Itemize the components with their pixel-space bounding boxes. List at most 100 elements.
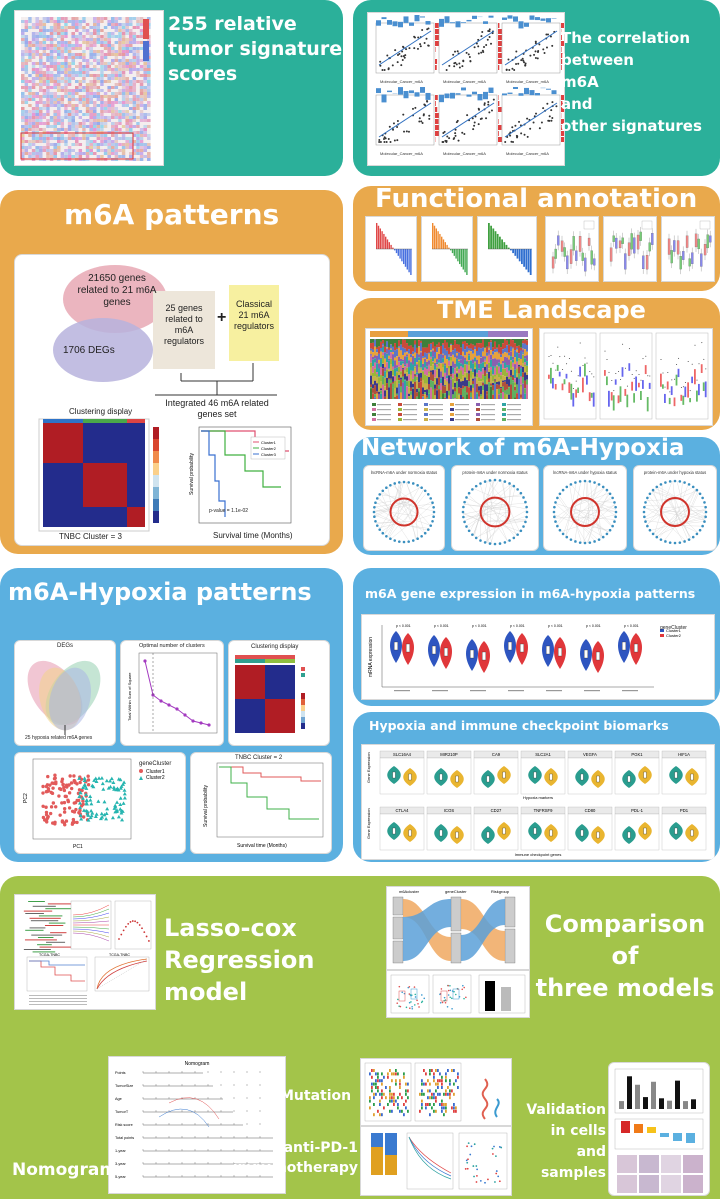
sankey-plot: m6Acluster geneCluster Riskgroup: [386, 886, 530, 970]
m6a-patterns-title: m6A patterns: [64, 198, 280, 231]
nomogram-row-label: Risk score: [115, 1123, 133, 1127]
violin-pvalue: p < 0.001: [434, 624, 449, 628]
validation-title-line2: in cells: [550, 1123, 606, 1139]
nomogram-row-label: Age: [115, 1097, 122, 1101]
m6a-patterns-panel: m6A patterns Cluster1 Cluster2 Cluster3 Sur…: [0, 190, 343, 554]
venn-top-label: 21650 genes related to 21 m6A genes: [77, 273, 157, 308]
survival2-xlabel: Survival time (Months): [237, 843, 287, 849]
lasso-title: Lasso-cox Regression model: [164, 912, 314, 1008]
network-label: lncRNA-m6A under hypoxia status: [553, 470, 617, 475]
network-panel: Network of m6A-Hypoxia lncRNA-m6A under …: [353, 437, 720, 555]
violin-pvalue: p < 0.001: [396, 624, 411, 628]
corr-xlabel: Molecular_Cancer_m6A: [506, 151, 549, 156]
nomogram-row-label: TumorT: [115, 1110, 129, 1114]
optimal-clusters-plot: Total Within Sum of Square Optimal numbe…: [120, 640, 224, 746]
highlight-box: [20, 132, 134, 160]
antipd1-title-line1: anti-PD-1: [283, 1140, 358, 1156]
violin-pvalue: p < 0.001: [548, 624, 563, 628]
antipd1-title-line2: immunotherapy: [232, 1160, 358, 1176]
checkpoint-gene-label: MIR210P: [440, 752, 458, 757]
lasso-title-line3: model: [164, 978, 248, 1006]
survival-legend-label: Cluster1: [261, 440, 277, 445]
genes-box-label: 25 genes related to m6A regulators: [163, 303, 205, 346]
deg-venn: DEGs 25 hypoxia related m6A genes: [14, 640, 116, 746]
corr-xlabel: Molecular_Cancer_m6A: [443, 79, 486, 84]
functional-box-2: [603, 216, 657, 282]
correlation-title-line3: m6A: [561, 73, 599, 91]
comparison-title-line2: of: [611, 942, 639, 970]
pca-xlabel: PC1: [73, 844, 83, 850]
checkpoint-gene-label: CD27: [491, 808, 502, 813]
tme-boxplots: [539, 328, 713, 426]
correlation-title-line2: between: [561, 51, 634, 69]
hypoxia-clustering-title: Clustering display: [251, 644, 299, 650]
nomogram-row-label: 1-year: [115, 1149, 126, 1153]
mutation-title: Mutation: [280, 1088, 352, 1104]
classical-box-label: Classical 21 m6A regulators: [233, 299, 275, 331]
signatures-title-line2: tumor signature: [168, 38, 343, 60]
pca-legend-title: geneCluster: [139, 761, 172, 767]
checkpoint-gene-label: CTLA4: [395, 808, 409, 813]
expression-title: m6A gene expression in m6A-hypoxia patte…: [365, 586, 696, 601]
network-2: protein-m6A under normoxia status: [451, 465, 539, 551]
nomogram-row-label: Points: [115, 1071, 126, 1075]
venn-title: DEGs: [57, 643, 74, 649]
corr-xlabel: Molecular_Cancer_m6A: [506, 79, 549, 84]
cluster-caption: TNBC Cluster = 3: [59, 532, 122, 541]
survival2-ylabel: Survival probability: [203, 785, 209, 827]
corr-xlabel: Molecular_Cancer_m6A: [380, 151, 423, 156]
network-label: protein-m6A under normoxia status: [462, 470, 527, 475]
signatures-panel: 255 relative tumor signature scores: [0, 0, 343, 176]
checkpoint-ylabel: Gene Expression: [366, 808, 371, 839]
lasso-figure: TCGA-TNBC TCGA-TNBC: [14, 894, 156, 1010]
integrated-label: Integrated 46 m6A related genes set: [165, 398, 269, 419]
nomogram-row-label: Total points: [115, 1136, 134, 1140]
model-comparison-plots: [386, 970, 530, 1018]
network-1: lncRNA-m6A under normoxia status: [363, 465, 445, 551]
nomogram-title: Nomogram: [12, 1160, 118, 1180]
survival-legend-label: Cluster3: [261, 452, 277, 457]
survival-ylabel: Survival probability: [189, 453, 195, 495]
hypoxia-survival-title: TNBC Cluster = 2: [235, 755, 283, 761]
optimal-title: Optimal number of clusters: [139, 643, 205, 649]
survival-xlabel: Survival time (Months): [213, 531, 293, 540]
tme-panel: TME Landscape: [353, 298, 720, 430]
network-label: lncRNA-m6A under normoxia status: [371, 470, 438, 475]
correlation-title-line1: The correlation: [561, 29, 691, 47]
elbow-ylabel: Total Within Sum of Square: [127, 672, 132, 721]
functional-bar-3: [477, 216, 537, 282]
corr-xlabel: Molecular_Cancer_m6A: [443, 151, 486, 156]
venn-caption: 25 hypoxia related m6A genes: [25, 735, 93, 741]
checkpoint-title: Hypoxia and immune checkpoint biomarks: [369, 718, 669, 733]
pca-legend-label: Cluster1: [146, 769, 165, 775]
checkpoint-gene-label: PD1: [680, 808, 689, 813]
signatures-title: 255 relative tumor signature scores: [168, 12, 342, 87]
violin-pvalue: p < 0.001: [510, 624, 525, 628]
violin-ylabel: mRNA expression: [368, 637, 374, 677]
signatures-title-line1: 255 relative: [168, 13, 297, 35]
checkpoint-gene-label: CA9: [492, 752, 501, 757]
checkpoint-gene-label: PGK1: [631, 752, 643, 757]
pca-plot: Cluster1 Cluster2 PC1 PC2 geneCluster: [14, 752, 186, 854]
correlation-title: The correlation between m6A and other si…: [561, 27, 702, 137]
sankey-header: Riskgroup: [491, 889, 510, 894]
functional-bar-2: [421, 216, 473, 282]
functional-panel: Functional annotation: [353, 186, 720, 291]
checkpoint-violin-grid: SLC16A4 MIR210P CA9 SLC2A1 VEGFA PGK1 HIF1A CTL…: [361, 744, 715, 860]
lasso-title-line2: Regression: [164, 946, 315, 974]
correlation-title-line4: and: [561, 95, 593, 113]
correlation-panel: Molecular_Cancer_m6A Molecular_Cancer_m6A…: [353, 0, 720, 176]
comparison-title-line3: three models: [535, 974, 715, 1002]
hypoxia-survival-plot: Survival time (Months) Survival probabili…: [190, 752, 332, 854]
comparison-title-line1: Comparison: [544, 910, 706, 938]
hypoxia-patterns-panel: m6A-Hypoxia patterns DEGs 25 hypoxia rel…: [0, 568, 343, 862]
nomogram-plot-title: Nomogram: [185, 1061, 210, 1067]
tme-stacked-bars: [365, 328, 533, 426]
network-title: Network of m6A-Hypoxia: [361, 437, 685, 461]
nomogram-figure: Nomogram Points TumorSize Age TumorT Risk sco…: [108, 1056, 286, 1194]
violin-pvalue: p < 0.001: [624, 624, 639, 628]
checkpoint-gene-label: TNFRSF9: [534, 808, 554, 813]
expression-panel: m6A gene expression in m6A-hypoxia patte…: [353, 568, 720, 706]
nomogram-row-label: 5-year: [115, 1175, 126, 1179]
clustering-display-title: Clustering display: [69, 407, 133, 416]
